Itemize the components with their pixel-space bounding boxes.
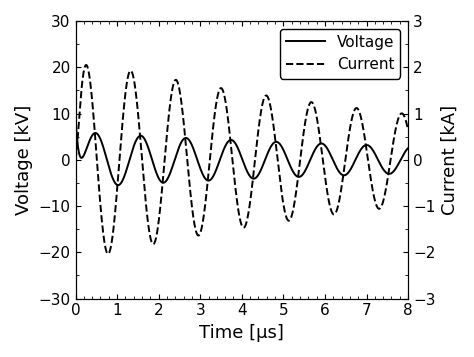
Voltage xyxy=(73,114,78,119)
Voltage xyxy=(90,133,95,137)
Current xyxy=(83,63,89,67)
Current xyxy=(319,153,325,157)
Current xyxy=(337,195,343,199)
Y-axis label: Voltage [kV]: Voltage [kV] xyxy=(15,105,33,215)
Voltage xyxy=(319,141,325,146)
Y-axis label: Current [kA]: Current [kA] xyxy=(441,105,459,215)
Current xyxy=(73,158,78,162)
Line: Current: Current xyxy=(75,65,408,254)
Voltage xyxy=(284,156,290,160)
Current xyxy=(193,229,199,233)
Voltage xyxy=(405,146,411,150)
Voltage xyxy=(115,183,121,187)
Voltage xyxy=(270,142,275,146)
X-axis label: Time [μs]: Time [μs] xyxy=(200,324,284,342)
Current xyxy=(270,116,275,120)
Line: Voltage: Voltage xyxy=(75,116,408,185)
Current xyxy=(105,252,111,256)
Voltage xyxy=(193,154,199,158)
Current xyxy=(405,128,411,132)
Legend: Voltage, Current: Voltage, Current xyxy=(280,29,401,79)
Current xyxy=(284,216,290,221)
Voltage xyxy=(337,171,343,175)
Current xyxy=(90,100,95,104)
